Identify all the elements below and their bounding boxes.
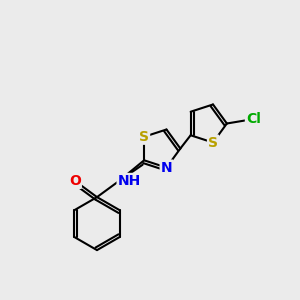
Text: NH: NH xyxy=(118,174,141,188)
Text: Cl: Cl xyxy=(246,112,261,126)
Text: O: O xyxy=(69,174,81,188)
Text: N: N xyxy=(161,160,172,175)
Text: S: S xyxy=(208,136,218,149)
Text: S: S xyxy=(139,130,149,144)
